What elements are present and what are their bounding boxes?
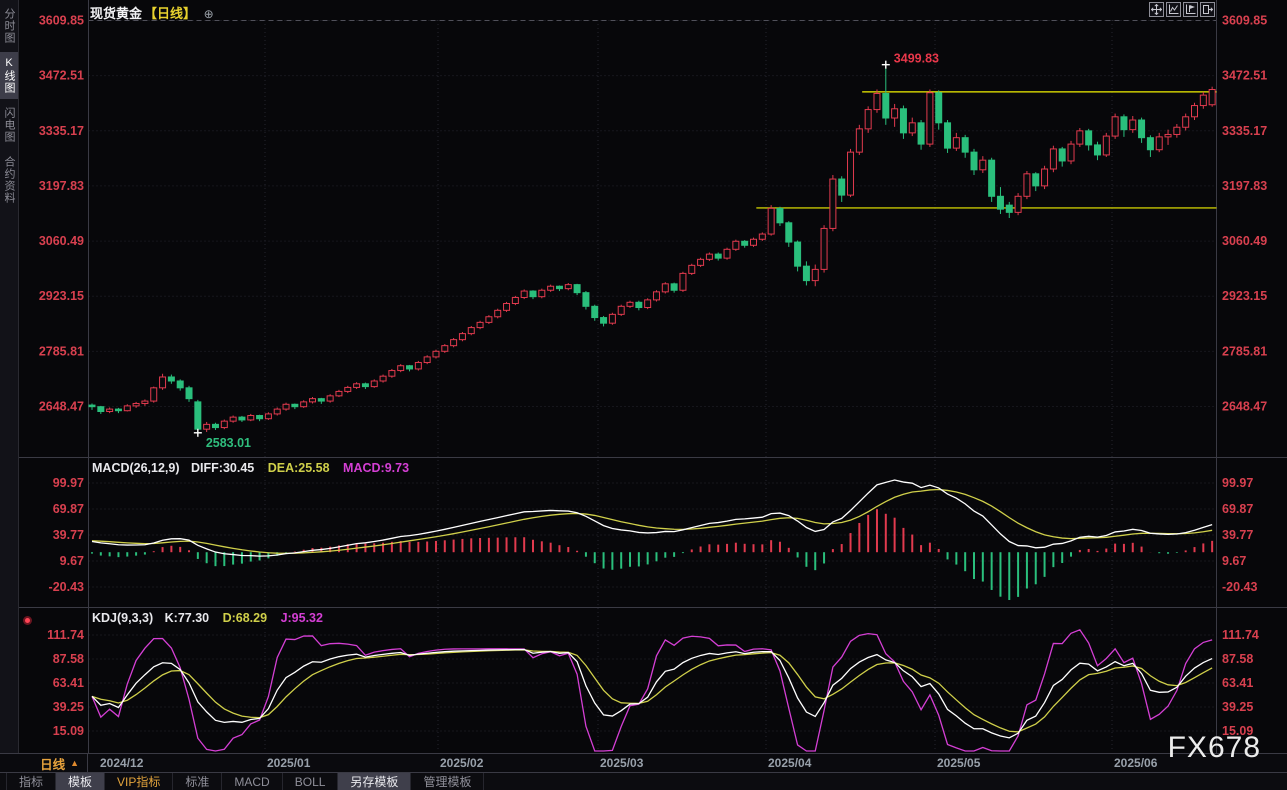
indicator-toolbar: 指标 模板 VIP指标 标准 MACD BOLL 另存模板 管理模板 (0, 772, 1287, 790)
svg-text:3472.51: 3472.51 (1222, 69, 1267, 83)
macd-diff-value: DIFF:30.45 (191, 461, 255, 475)
x-axis-label: 2025/05 (937, 756, 981, 770)
svg-text:15.09: 15.09 (53, 724, 84, 738)
tab-manage-templates[interactable]: 管理模板 (411, 773, 485, 790)
sidebar-item-flash-chart[interactable]: 闪电图 (3, 107, 15, 143)
chart-type-sidebar: 分时图 K线图 闪电图 合约资料 (0, 0, 19, 753)
sidebar-item-kline-chart[interactable]: K线图 (0, 52, 18, 99)
svg-text:39.77: 39.77 (1222, 528, 1253, 542)
svg-text:69.87: 69.87 (1222, 502, 1253, 516)
macd-dea-value: DEA:25.58 (267, 461, 330, 475)
svg-text:9.67: 9.67 (60, 554, 84, 568)
svg-text:2785.81: 2785.81 (39, 344, 84, 358)
tab-vip-indicators[interactable]: VIP指标 (105, 773, 174, 790)
svg-text:-20.43: -20.43 (1222, 580, 1257, 594)
symbol-name: 现货黄金 (90, 6, 143, 21)
svg-text:99.97: 99.97 (1222, 476, 1253, 490)
tab-indicators[interactable]: 指标 (6, 773, 57, 790)
x-axis-label: 2025/01 (267, 756, 311, 770)
svg-text:87.58: 87.58 (1222, 652, 1253, 666)
macd-macd-value: MACD:9.73 (343, 461, 410, 475)
svg-text:2923.15: 2923.15 (1222, 289, 1267, 303)
timeline-row: 日线 ▲ 2024/12 2025/01 2025/02 2025/03 2025/04… (0, 753, 1287, 772)
svg-text:3335.17: 3335.17 (1222, 124, 1267, 138)
svg-text:99.97: 99.97 (53, 476, 84, 490)
period-selector-label: 日线 (40, 757, 66, 772)
x-axis-label: 2024/12 (100, 756, 144, 770)
kdj-j-value: J:95.32 (280, 611, 323, 625)
kdj-label-row: KDJ(9,3,3) K:77.30 D:68.29 J:95.32 (92, 611, 323, 625)
export-window-icon[interactable] (1200, 2, 1215, 17)
tab-macd[interactable]: MACD (222, 773, 283, 790)
x-axis-label: 2025/04 (768, 756, 812, 770)
x-axis-label: 2025/03 (600, 756, 644, 770)
pan-move-icon[interactable] (1149, 2, 1164, 17)
svg-text:2648.47: 2648.47 (39, 400, 84, 414)
tab-templates[interactable]: 模板 (56, 773, 106, 790)
svg-text:39.25: 39.25 (1222, 700, 1253, 714)
period-selector-arrow-icon: ▲ (70, 758, 79, 768)
x-axis-label: 2025/02 (440, 756, 484, 770)
svg-text:69.87: 69.87 (53, 502, 84, 516)
svg-text:15.09: 15.09 (1222, 724, 1253, 738)
svg-text:2923.15: 2923.15 (39, 289, 84, 303)
chart-toolbar-icons (1149, 2, 1215, 17)
macd-title: MACD(26,12,9) (92, 461, 180, 475)
period-label: 【日线】 (144, 6, 197, 21)
add-indicator-icon[interactable]: ⊕ (203, 7, 214, 21)
svg-text:3499.83: 3499.83 (894, 52, 939, 66)
tab-boll[interactable]: BOLL (283, 773, 339, 790)
svg-text:2785.81: 2785.81 (1222, 344, 1267, 358)
tab-standard[interactable]: 标准 (173, 773, 223, 790)
svg-text:3472.51: 3472.51 (39, 69, 84, 83)
macd-label-row: MACD(26,12,9) DIFF:30.45 DEA:25.58 MACD:… (92, 461, 409, 475)
svg-text:3335.17: 3335.17 (39, 124, 84, 138)
price-chart-canvas[interactable]: 3609.85 3609.85 3472.51 3472.51 3335.17 3335.… (0, 0, 1287, 753)
svg-text:3609.85: 3609.85 (1222, 14, 1267, 28)
sidebar-item-time-chart[interactable]: 分时图 (3, 8, 15, 44)
svg-text:-20.43: -20.43 (49, 580, 84, 594)
kdj-title: KDJ(9,3,3) (92, 611, 154, 625)
period-selector[interactable]: 日线 ▲ (0, 754, 88, 772)
kdj-k-value: K:77.30 (164, 611, 210, 625)
chart-title: 现货黄金 【日线】 ⊕ (90, 3, 214, 22)
svg-text:3609.85: 3609.85 (39, 14, 84, 28)
svg-text:2648.47: 2648.47 (1222, 400, 1267, 414)
brand-watermark: FX678 (1167, 731, 1261, 764)
svg-text:63.41: 63.41 (53, 676, 84, 690)
svg-text:3197.83: 3197.83 (1222, 179, 1267, 193)
svg-text:9.67: 9.67 (1222, 554, 1246, 568)
svg-text:87.58: 87.58 (53, 652, 84, 666)
svg-text:3060.49: 3060.49 (39, 234, 84, 248)
tab-save-template[interactable]: 另存模板 (338, 773, 412, 790)
svg-text:63.41: 63.41 (1222, 676, 1253, 690)
svg-text:3060.49: 3060.49 (1222, 234, 1267, 248)
kdj-d-value: D:68.29 (222, 611, 268, 625)
axis-scale-icon[interactable] (1166, 2, 1181, 17)
x-axis-label: 2025/06 (1114, 756, 1158, 770)
svg-text:39.25: 39.25 (53, 700, 84, 714)
svg-text:2583.01: 2583.01 (206, 436, 251, 450)
sidebar-item-contract-info[interactable]: 合约资料 (3, 156, 15, 204)
svg-text:3197.83: 3197.83 (39, 179, 84, 193)
svg-text:111.74: 111.74 (1222, 628, 1259, 642)
svg-text:111.74: 111.74 (47, 628, 84, 642)
svg-text:39.77: 39.77 (53, 528, 84, 542)
axis-marker-icon[interactable] (1183, 2, 1198, 17)
indicator-marker-icon[interactable] (25, 618, 30, 623)
